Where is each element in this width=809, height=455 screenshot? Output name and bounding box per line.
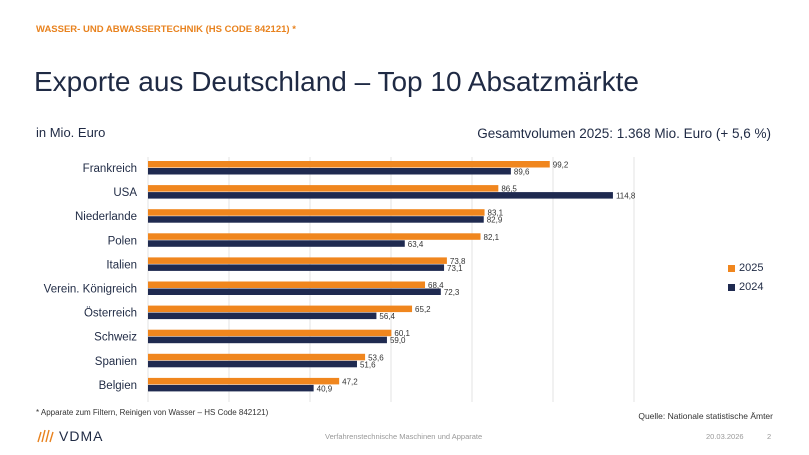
legend-item-2025: 2025 [728, 262, 763, 274]
category-label: Italien [106, 259, 137, 271]
total-volume: Gesamtvolumen 2025: 1.368 Mio. Euro (+ 5… [477, 126, 771, 141]
category-label: Spanien [95, 356, 137, 368]
bar-2024 [148, 312, 377, 320]
category-label: Polen [108, 235, 137, 247]
data-label-2024: 89,6 [514, 168, 530, 177]
bar-2025 [148, 329, 392, 337]
data-label-2024: 59,0 [390, 336, 406, 345]
data-label-2024: 73,1 [447, 264, 463, 273]
data-label-2024: 51,6 [360, 360, 376, 369]
legend-swatch [728, 264, 735, 272]
kicker: WASSER- UND ABWASSERTECHNIK (HS CODE 842… [36, 24, 296, 35]
page-number: 2 [767, 432, 772, 441]
bar-2025 [148, 305, 413, 313]
data-label-2025: 99,2 [553, 161, 569, 170]
category-label: USA [113, 187, 137, 199]
data-label-2024: 82,9 [487, 216, 503, 225]
bar-2024 [148, 240, 405, 247]
footnote: * Apparate zum Filtern, Reinigen von Was… [36, 408, 269, 417]
data-label-2024: 40,9 [317, 384, 333, 393]
bar-2024 [148, 384, 314, 392]
footer-date: 20.03.2026 [706, 432, 744, 441]
category-label: Österreich [84, 308, 137, 320]
source: Quelle: Nationale statistische Ämter [638, 411, 773, 421]
bar-2024 [148, 336, 387, 344]
data-label-2024: 56,4 [379, 312, 395, 321]
bar-2024 [148, 360, 357, 368]
data-label-2025: 83,1 [488, 209, 504, 218]
legend-swatch [728, 283, 735, 291]
bar-2025 [148, 161, 550, 168]
bar-2024 [148, 192, 613, 199]
bar-2025 [148, 209, 485, 216]
bar-2025 [148, 257, 447, 264]
footer-text: Verfahrenstechnische Maschinen und Appar… [325, 432, 483, 441]
logo-mark-icon [37, 429, 54, 443]
data-label-2025: 65,2 [415, 305, 431, 314]
legend-item-2024: 2024 [728, 281, 763, 293]
legend-label: 2024 [739, 281, 764, 293]
data-label-2025: 47,2 [342, 377, 358, 386]
data-label-2024: 72,3 [444, 288, 460, 297]
logo-text: VDMA [59, 428, 104, 444]
unit-label: in Mio. Euro [36, 125, 106, 140]
page-title: Exporte aus Deutschland – Top 10 Absatzm… [34, 66, 639, 97]
bar-2025 [148, 281, 426, 288]
category-label: Niederlande [75, 211, 137, 223]
bar-2024 [148, 168, 511, 175]
bar-2025 [148, 377, 340, 385]
legend-label: 2025 [739, 262, 764, 274]
bar-2025 [148, 185, 499, 192]
bar-2024 [148, 216, 484, 223]
data-label-2025: 82,1 [484, 233, 500, 242]
data-label-2025: 68,4 [428, 281, 444, 290]
category-label: Verein. Königreich [44, 284, 137, 296]
bar-2025 [148, 353, 366, 361]
data-label-2024: 114,8 [616, 192, 636, 201]
category-label: Belgien [99, 380, 137, 392]
data-label-2025: 53,6 [368, 353, 384, 362]
vdma-logo: VDMA [36, 428, 103, 444]
bar-2024 [148, 264, 445, 271]
category-label: Schweiz [94, 332, 137, 344]
bar-2025 [148, 233, 481, 240]
data-label-2025: 86,5 [501, 185, 517, 194]
data-label-2024: 63,4 [408, 240, 424, 249]
data-label-2025: 60,1 [394, 329, 410, 338]
bar-2024 [148, 288, 441, 295]
category-label: Frankreich [83, 163, 137, 175]
data-label-2025: 73,8 [450, 257, 466, 266]
